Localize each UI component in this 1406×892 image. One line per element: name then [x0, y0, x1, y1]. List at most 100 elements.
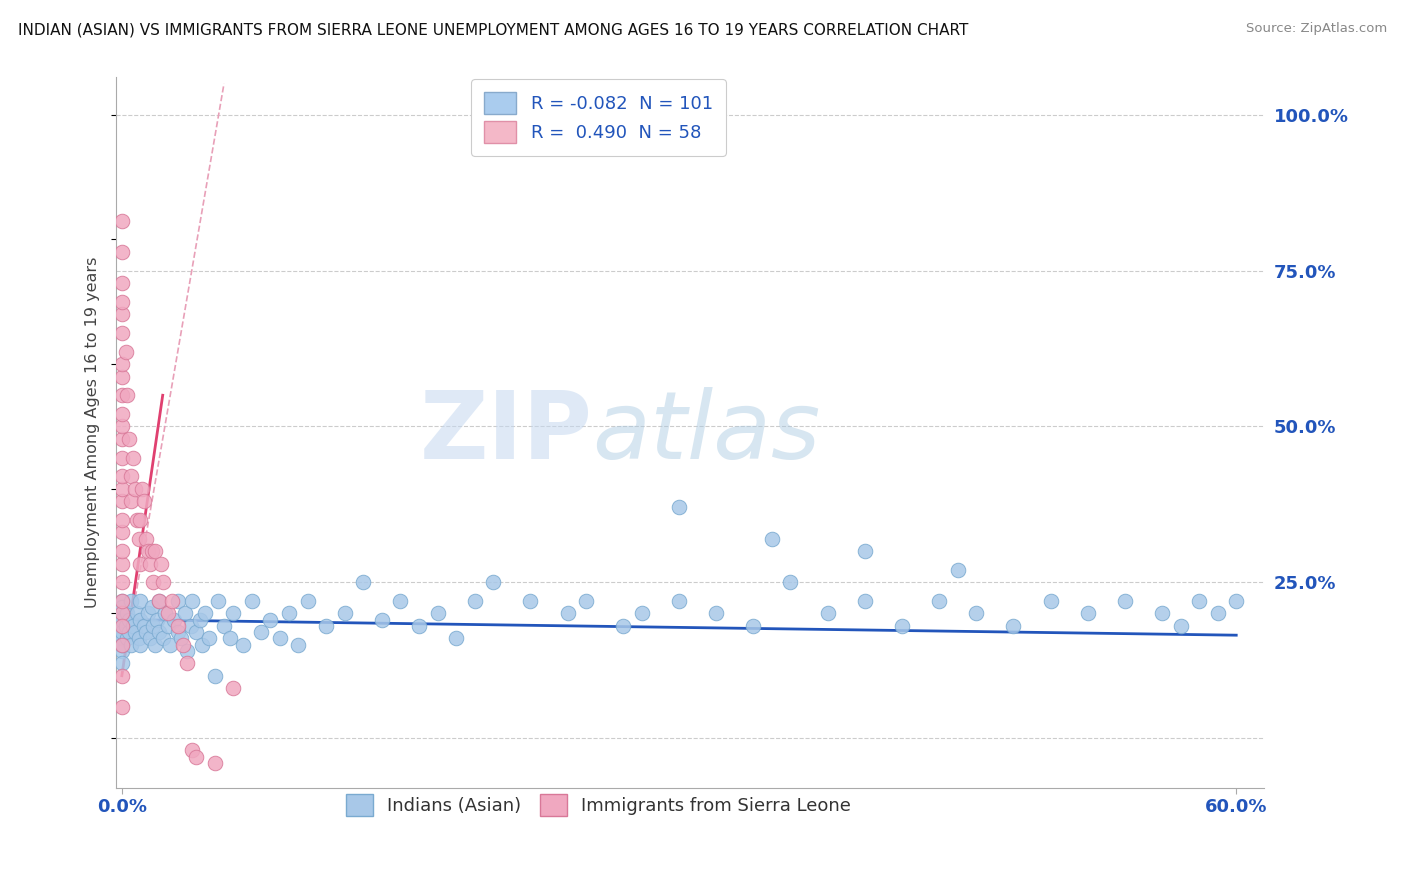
Point [426, 607, 449, 621]
Point [111, 294, 134, 309]
Point [222, 681, 245, 695]
Point [194, 607, 217, 621]
Point [153, 607, 176, 621]
Point [152, 575, 174, 590]
Text: atlas: atlas [592, 387, 821, 478]
Point [138, 557, 160, 571]
Point [174, 607, 197, 621]
Point [149, 557, 172, 571]
Point [148, 594, 170, 608]
Point [668, 500, 690, 515]
Point [180, 619, 202, 633]
Point [111, 357, 134, 371]
Point [575, 594, 598, 608]
Point [166, 625, 188, 640]
Point [111, 632, 134, 646]
Point [218, 632, 240, 646]
Point [122, 450, 145, 465]
Point [1150, 607, 1173, 621]
Point [1114, 594, 1136, 608]
Point [111, 594, 134, 608]
Point [482, 575, 505, 590]
Point [779, 575, 801, 590]
Point [186, 625, 208, 640]
Point [148, 625, 170, 640]
Point [129, 638, 152, 652]
Point [143, 638, 166, 652]
Point [111, 557, 134, 571]
Point [259, 613, 281, 627]
Point [704, 607, 727, 621]
Point [131, 482, 153, 496]
Point [181, 594, 204, 608]
Text: Source: ZipAtlas.com: Source: ZipAtlas.com [1247, 22, 1388, 36]
Point [128, 532, 150, 546]
Point [176, 644, 198, 658]
Point [111, 326, 134, 340]
Point [135, 625, 157, 640]
Point [117, 607, 139, 621]
Point [853, 544, 876, 558]
Point [853, 594, 876, 608]
Point [129, 613, 152, 627]
Point [352, 575, 374, 590]
Point [111, 494, 134, 508]
Point [240, 594, 263, 608]
Point [1188, 594, 1211, 608]
Point [111, 625, 134, 640]
Point [464, 594, 486, 608]
Point [111, 638, 134, 652]
Point [143, 544, 166, 558]
Point [163, 613, 186, 627]
Point [146, 613, 169, 627]
Point [190, 638, 212, 652]
Point [371, 613, 394, 627]
Point [198, 632, 221, 646]
Point [612, 619, 634, 633]
Point [111, 594, 134, 608]
Point [212, 619, 235, 633]
Point [315, 619, 337, 633]
Point [111, 607, 134, 621]
Y-axis label: Unemployment Among Ages 16 to 19 years: Unemployment Among Ages 16 to 19 years [86, 257, 100, 608]
Point [176, 657, 198, 671]
Point [181, 743, 204, 757]
Point [188, 613, 211, 627]
Point [157, 619, 180, 633]
Point [136, 544, 159, 558]
Point [111, 469, 134, 483]
Point [120, 469, 142, 483]
Point [1225, 594, 1247, 608]
Point [157, 607, 180, 621]
Point [160, 594, 183, 608]
Point [1039, 594, 1062, 608]
Point [742, 619, 765, 633]
Point [118, 625, 141, 640]
Point [204, 669, 226, 683]
Point [1077, 607, 1099, 621]
Point [129, 594, 152, 608]
Point [519, 594, 541, 608]
Point [118, 613, 141, 627]
Point [946, 563, 969, 577]
Point [444, 632, 467, 646]
Point [114, 344, 136, 359]
Point [142, 619, 165, 633]
Point [111, 544, 134, 558]
Point [250, 625, 273, 640]
Point [170, 632, 193, 646]
Point [114, 619, 136, 633]
Point [408, 619, 430, 633]
Point [111, 619, 134, 633]
Point [204, 756, 226, 770]
Text: ZIP: ZIP [420, 386, 592, 479]
Point [118, 432, 141, 446]
Point [389, 594, 412, 608]
Point [111, 657, 134, 671]
Point [111, 244, 134, 259]
Point [148, 594, 170, 608]
Point [111, 432, 134, 446]
Point [111, 575, 134, 590]
Point [152, 632, 174, 646]
Point [128, 632, 150, 646]
